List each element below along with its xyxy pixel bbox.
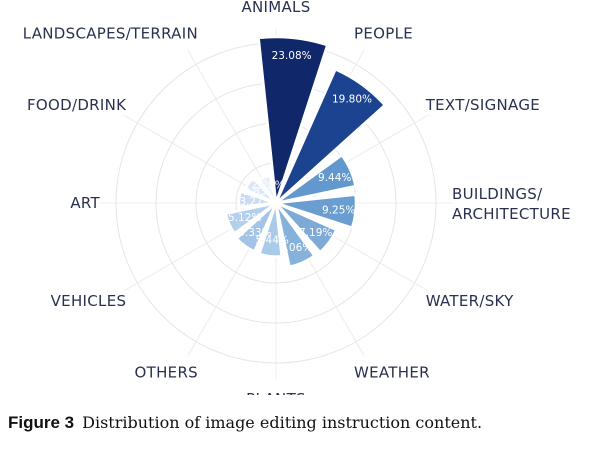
category-label-6: PLANTS: [246, 390, 306, 395]
category-label-8: VEHICLES: [51, 292, 127, 310]
bar-2: [274, 153, 357, 205]
value-label-5: 7.06%: [279, 242, 312, 254]
chart-bars: [224, 35, 387, 268]
bar-11: [258, 174, 278, 205]
value-label-8: 5.12%: [228, 212, 261, 224]
category-label-4: WATER/SKY: [426, 292, 514, 310]
polar-bar-chart: 23.08% 19.80% 9.44% 9.25% 7.19% 7.06%5.44%5.3…: [23, 0, 571, 395]
bar-3: [274, 193, 358, 229]
value-label-6: 5.44%: [256, 234, 289, 246]
value-label-3: 9.25%: [322, 205, 355, 217]
category-label-7: OTHERS: [135, 364, 198, 382]
figure-caption: Figure 3 Distribution of image editing in…: [8, 413, 482, 433]
value-label-4: 7.19%: [299, 227, 332, 239]
bar-7: [235, 201, 278, 253]
value-label-2: 9.44%: [318, 172, 351, 184]
category-labels: ANIMALS PEOPLE TEXT/SIGNAGE BUILDINGS/ARCHI…: [23, 0, 571, 395]
category-label-3: BUILDINGS/ARCHITECTURE: [452, 185, 571, 223]
bar-5: [274, 201, 316, 268]
bar-8: [224, 201, 278, 235]
category-label-2: TEXT/SIGNAGE: [425, 96, 540, 114]
value-labels: 23.08% 19.80% 9.44% 9.25% 7.19% 7.06%5.44%5.3…: [228, 50, 372, 254]
bar-10: [244, 176, 278, 205]
value-label-10: 2.83%: [243, 186, 276, 198]
category-label-1: PEOPLE: [354, 24, 413, 42]
value-label-7: 5.33%: [238, 227, 271, 239]
bar-6: [258, 201, 283, 258]
caption-text: Distribution of image editing instructio…: [82, 413, 483, 432]
value-label-0: 23.08%: [272, 50, 312, 62]
category-label-10: FOOD/DRINK: [27, 96, 127, 114]
bar-0: [257, 35, 329, 205]
bar-4: [274, 201, 338, 254]
category-label-0: ANIMALS: [241, 0, 310, 16]
value-label-1: 19.80%: [332, 93, 372, 105]
bar-1: [274, 68, 387, 205]
category-label-11: LANDSCAPES/TERRAIN: [23, 24, 198, 42]
category-label-9: ART: [70, 194, 100, 212]
bar-9: [237, 190, 278, 209]
figure-label: Figure 3: [8, 413, 75, 432]
category-label-5: WEATHER: [354, 364, 430, 382]
value-label-9: 3.27%: [239, 196, 272, 208]
value-label-11: 2.20%: [251, 180, 284, 192]
